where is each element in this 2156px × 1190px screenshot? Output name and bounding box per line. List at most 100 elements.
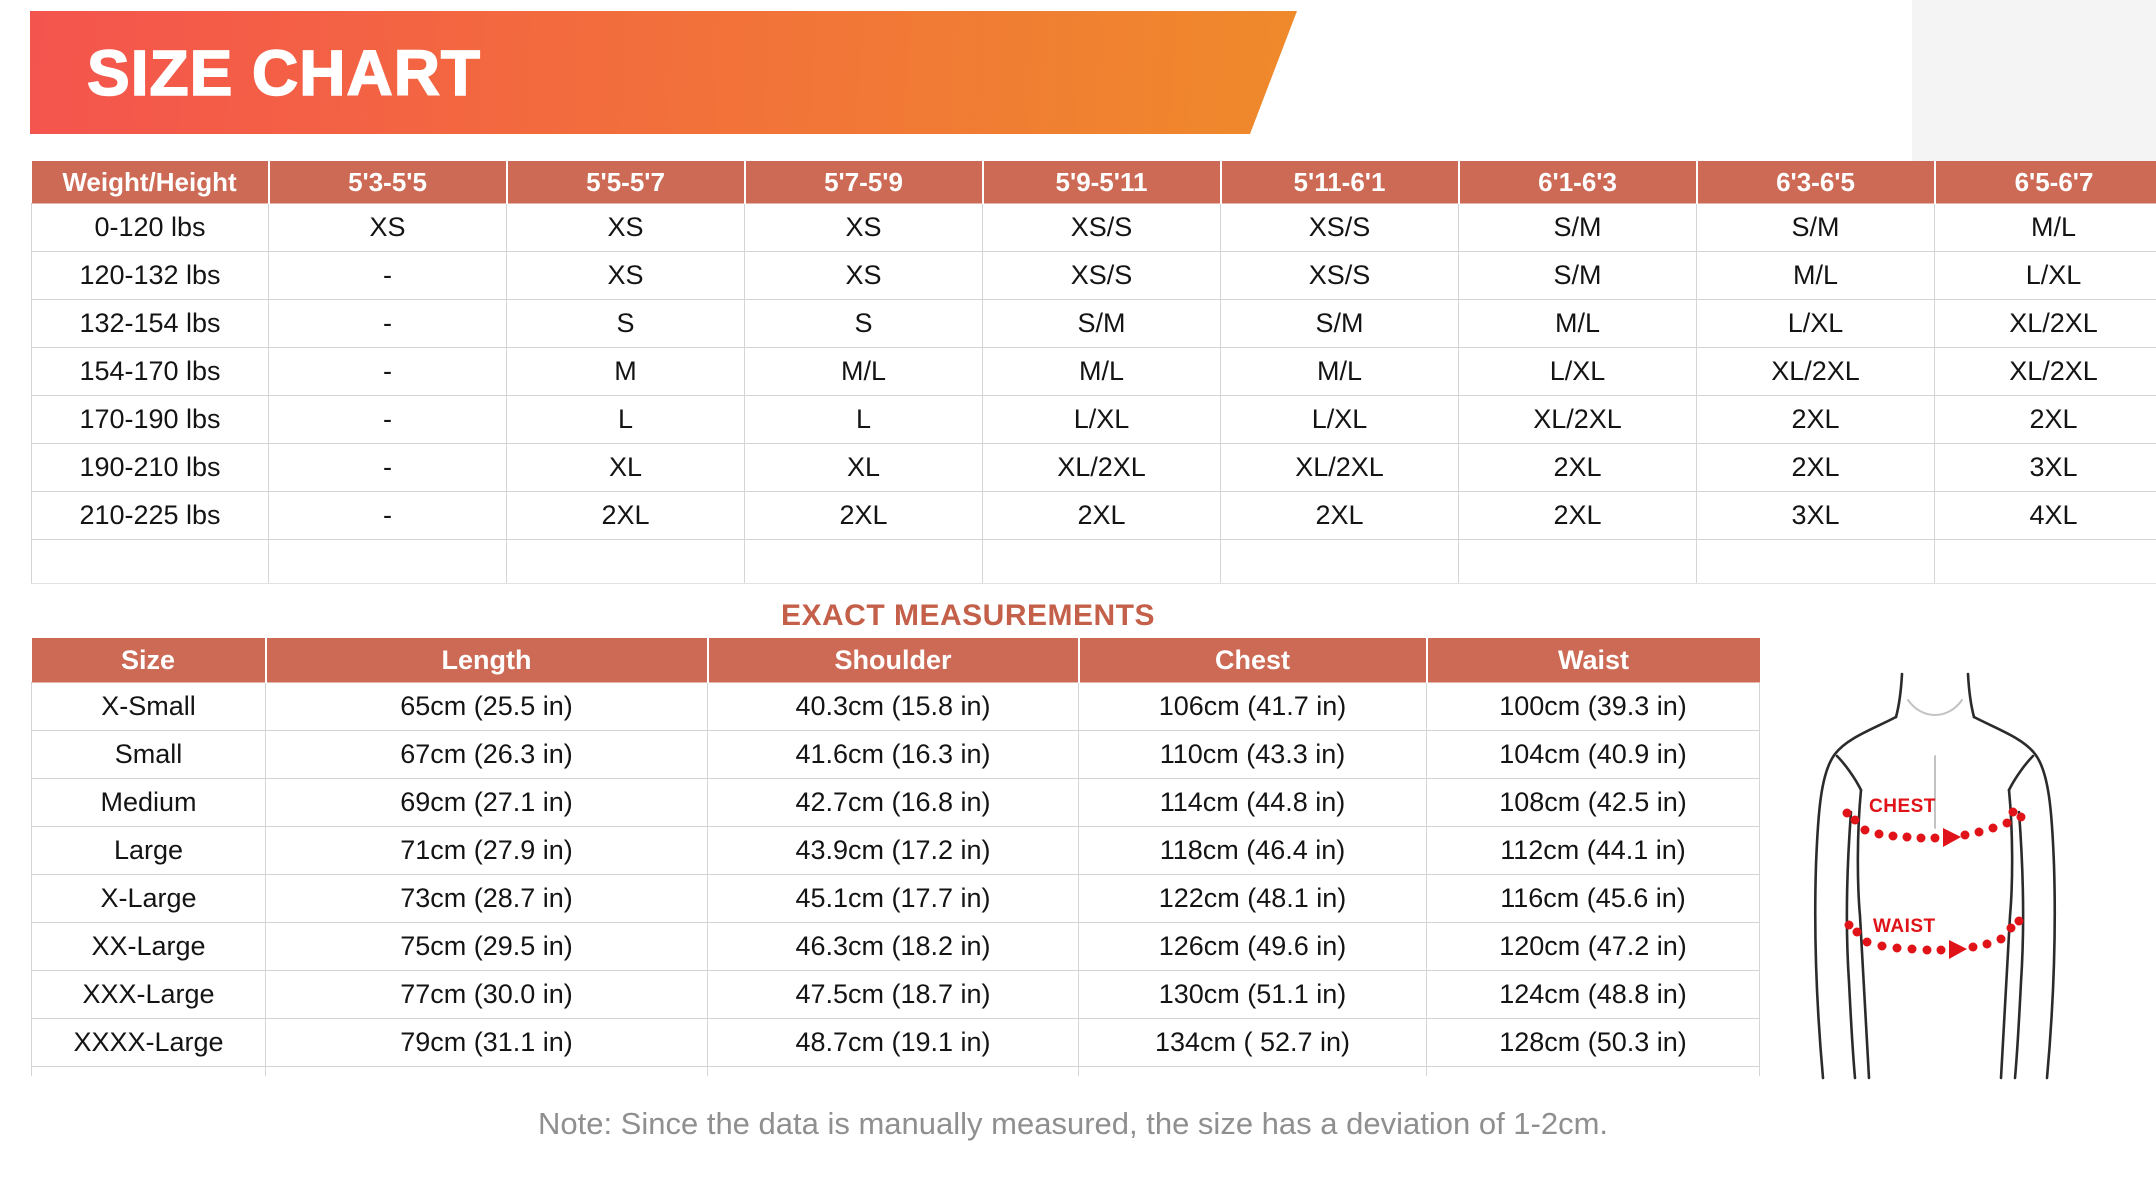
- table-cell: XL: [744, 443, 983, 492]
- table-cell: XL/2XL: [1458, 395, 1697, 444]
- empty-cell: [707, 1066, 1079, 1076]
- title-banner: SIZE CHART: [30, 11, 1297, 134]
- empty-cell: [31, 1066, 266, 1076]
- empty-cell: [1458, 539, 1697, 584]
- table-cell: -: [268, 491, 507, 540]
- table-cell: 128cm (50.3 in): [1426, 1018, 1760, 1067]
- table-cell: 75cm (29.5 in): [265, 922, 708, 971]
- table-cell: -: [268, 395, 507, 444]
- table-cell: 122cm (48.1 in): [1078, 874, 1427, 923]
- table-cell: 2XL: [1220, 491, 1459, 540]
- table-cell: 3XL: [1934, 443, 2156, 492]
- table-cell: XS/S: [982, 251, 1221, 300]
- column-header: Weight/Height: [31, 161, 270, 204]
- column-header: 6'1-6'3: [1458, 161, 1698, 204]
- table-cell: 108cm (42.5 in): [1426, 778, 1760, 827]
- table-cell: 45.1cm (17.7 in): [707, 874, 1079, 923]
- table-row: XXXX-Large 79cm (31.1 in) 48.7cm (19.1 in)…: [31, 1018, 1760, 1067]
- empty-cell: [1934, 539, 2156, 584]
- table-cell: 116cm (45.6 in): [1426, 874, 1760, 923]
- table-cell: 3XL: [1696, 491, 1935, 540]
- row-header-cell: XXX-Large: [31, 970, 266, 1019]
- table-cell: XL/2XL: [982, 443, 1221, 492]
- table-cell: 112cm (44.1 in): [1426, 826, 1760, 875]
- empty-cell: [265, 1066, 708, 1076]
- table-cell: L: [506, 395, 745, 444]
- empty-cell: [982, 539, 1221, 584]
- table-cell: XL/2XL: [1220, 443, 1459, 492]
- table-cell: -: [268, 251, 507, 300]
- table-cell: 42.7cm (16.8 in): [707, 778, 1079, 827]
- table-row: 170-190 lbs - L L L/XL L/XL XL/2XL 2XL 2XL: [31, 395, 2156, 444]
- table-cell: S/M: [1696, 203, 1935, 252]
- table-cell: XS: [506, 251, 745, 300]
- table-cell: 46.3cm (18.2 in): [707, 922, 1079, 971]
- table-cell: 69cm (27.1 in): [265, 778, 708, 827]
- column-header: Length: [265, 638, 709, 683]
- measurements-section-title: EXACT MEASUREMENTS: [780, 599, 1156, 632]
- waist-dotted-line: [1844, 916, 2024, 959]
- table-row: 190-210 lbs - XL XL XL/2XL XL/2XL 2XL 2XL 3XL: [31, 443, 2156, 492]
- torso-right-line: [1999, 788, 2014, 1080]
- row-header-cell: 210-225 lbs: [31, 491, 269, 540]
- table-cell: 120cm (47.2 in): [1426, 922, 1760, 971]
- table-cell: 2XL: [506, 491, 745, 540]
- row-header-cell: X-Large: [31, 874, 266, 923]
- row-header-cell: XXXX-Large: [31, 1018, 266, 1067]
- column-header: 5'9-5'11: [982, 161, 1222, 204]
- column-header: 5'11-6'1: [1220, 161, 1460, 204]
- table-cell: 73cm (28.7 in): [265, 874, 708, 923]
- table-cell: XL/2XL: [1934, 347, 2156, 396]
- empty-cell: [1696, 539, 1935, 584]
- table-cell: XL: [506, 443, 745, 492]
- table-cell: XS/S: [982, 203, 1221, 252]
- table-cell: 40.3cm (15.8 in): [707, 682, 1079, 731]
- chest-label: CHEST: [1869, 796, 1936, 817]
- row-header-cell: XX-Large: [31, 922, 266, 971]
- table-cell: XS/S: [1220, 203, 1459, 252]
- table-row: 210-225 lbs -2XL 2XL 2XL 2XL 2XL 3XL 4XL: [31, 491, 2156, 540]
- table-cell: -: [268, 443, 507, 492]
- column-header: 5'3-5'5: [268, 161, 508, 204]
- table-cell: 114cm (44.8 in): [1078, 778, 1427, 827]
- table-cell: XS: [744, 251, 983, 300]
- empty-cell: [1078, 1066, 1427, 1076]
- right-shoulder-arm-line: [1972, 715, 2057, 1080]
- neck-right-line: [1966, 672, 1976, 719]
- table-cell: 2XL: [982, 491, 1221, 540]
- table-cell: M/L: [1220, 347, 1459, 396]
- table-row: Small 67cm (26.3 in) 41.6cm (16.3 in) 110cm…: [31, 730, 1760, 779]
- table-cell: 126cm (49.6 in): [1078, 922, 1427, 971]
- chest-arrow: [1943, 828, 1961, 847]
- table-cell: S/M: [982, 299, 1221, 348]
- table-cell: XS/S: [1220, 251, 1459, 300]
- row-header-cell: Large: [31, 826, 266, 875]
- row-header-cell: Small: [31, 730, 266, 779]
- table-cell: -: [268, 299, 507, 348]
- exact-measurements-table: Size Length Shoulder Chest Waist X-Small 65cm…: [31, 638, 1760, 1076]
- table-cell: 106cm (41.7 in): [1078, 682, 1427, 731]
- table-cell: S: [744, 299, 983, 348]
- table-cell: M/L: [1458, 299, 1697, 348]
- table-cell: 79cm (31.1 in): [265, 1018, 708, 1067]
- table-cell: 67cm (26.3 in): [265, 730, 708, 779]
- partial-table-row: [31, 1066, 1760, 1076]
- table-cell: 2XL: [1458, 491, 1697, 540]
- table-cell: S/M: [1458, 203, 1697, 252]
- table-cell: XL/2XL: [1696, 347, 1935, 396]
- table-row: 120-132 lbs - XS XS XS/S XS/S S/M M/L L/XL: [31, 251, 2156, 300]
- row-header-cell: 170-190 lbs: [31, 395, 269, 444]
- row-header-cell: 132-154 lbs: [31, 299, 269, 348]
- neck-left-line: [1894, 672, 1904, 719]
- table-cell: L/XL: [1458, 347, 1697, 396]
- empty-cell: [1220, 539, 1459, 584]
- table-row: X-Large 73cm (28.7 in) 45.1cm (17.7 in) 122…: [31, 874, 1760, 923]
- table-cell: 104cm (40.9 in): [1426, 730, 1760, 779]
- table-cell: XS: [268, 203, 507, 252]
- table-cell: M: [506, 347, 745, 396]
- table-cell: -: [268, 347, 507, 396]
- empty-table-row: [31, 539, 2156, 584]
- chest-dotted-line: [1842, 807, 2026, 847]
- table-cell: L: [744, 395, 983, 444]
- table-cell: L/XL: [982, 395, 1221, 444]
